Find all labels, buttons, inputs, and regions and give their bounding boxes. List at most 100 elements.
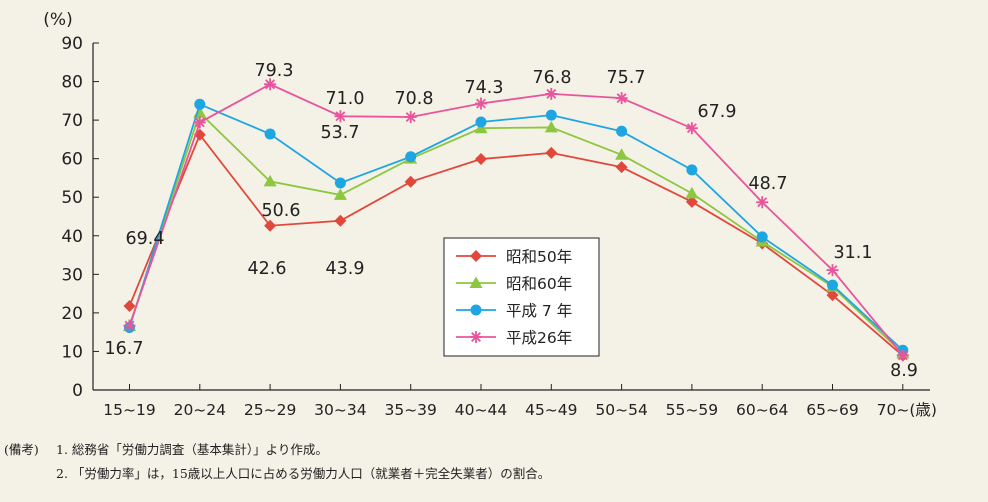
y-tick-label: 70 (61, 111, 83, 131)
legend-entry: 平成 7 年 (456, 302, 572, 320)
data-point (123, 319, 136, 332)
data-point (333, 188, 347, 200)
data-point (826, 289, 839, 302)
legend-label: 平成 7 年 (506, 302, 572, 320)
data-label: 31.1 (834, 243, 873, 263)
data-point (193, 116, 206, 129)
data-point (685, 186, 699, 199)
data-point (194, 98, 206, 110)
data-point (545, 87, 558, 100)
data-point (616, 125, 628, 137)
x-tick-label: 45~49 (525, 401, 577, 419)
y-tick-label: 80 (61, 73, 83, 93)
data-point (469, 276, 483, 288)
data-point (475, 97, 487, 110)
notes: (備考) 1. 総務省「労働力調査（基本集計）」より作成。 2. 「労働力率」は，… (4, 438, 550, 486)
data-label: 8.9 (890, 361, 918, 381)
legend-label: 昭和60年 (506, 275, 572, 293)
data-point (264, 78, 277, 91)
x-tick-label: 25~29 (244, 401, 296, 419)
line-chart: (%) 0 10 20 30 40 50 60 70 80 90 15~19 20~24 25~29 30… (43, 10, 937, 419)
data-point (475, 153, 487, 166)
data-label: 71.0 (326, 89, 365, 109)
x-tick-label: 20~24 (174, 401, 226, 419)
data-label: 42.6 (248, 259, 287, 279)
data-point (544, 120, 558, 133)
data-point (756, 231, 768, 243)
data-point (405, 151, 417, 163)
data-point (470, 331, 482, 343)
legend-label: 昭和50年 (506, 248, 572, 266)
data-point (334, 177, 346, 189)
data-label: 50.6 (262, 201, 301, 221)
data-point (264, 219, 277, 232)
data-label: 79.3 (255, 61, 294, 81)
series-line (128, 83, 904, 356)
x-tick-label: 65~69 (806, 401, 858, 419)
data-point (470, 250, 482, 262)
data-label: 70.8 (395, 89, 434, 109)
data-label: 16.7 (105, 339, 144, 359)
data-point (334, 110, 347, 123)
note-1-text: 1. 総務省「労働力調査（基本集計）」より作成。 (56, 442, 328, 457)
data-point (475, 116, 487, 128)
data-point (615, 161, 628, 174)
y-tick-label: 90 (61, 34, 83, 54)
note-lead: (備考) (4, 442, 39, 457)
data-point (827, 279, 838, 291)
x-tick-label: 50~54 (595, 401, 647, 419)
data-label: 76.8 (533, 68, 572, 88)
data-point (756, 196, 769, 209)
legend-entry: 平成26年 (456, 329, 572, 347)
data-point (334, 214, 347, 227)
data-label: 48.7 (749, 174, 788, 194)
data-point (545, 146, 558, 159)
x-tick-label: 15~19 (103, 401, 155, 419)
y-tick-label: 50 (61, 188, 83, 208)
legend-entry: 昭和50年 (456, 248, 572, 266)
y-tick-label: 10 (61, 342, 83, 362)
data-point (615, 148, 629, 160)
series-line (128, 111, 904, 355)
series-line (128, 103, 904, 351)
data-label: 69.4 (126, 229, 165, 249)
x-tick-label: 70~(歳) (877, 401, 937, 419)
y-tick-label: 60 (61, 150, 83, 170)
x-tick-label: 55~59 (666, 401, 718, 419)
note-2-text: 2. 「労働力率」は，15歳以上人口に占める労働力人口（就業者＋完全失業者）の割… (56, 466, 551, 481)
data-label: 67.9 (698, 102, 737, 122)
legend-entry: 昭和60年 (456, 275, 572, 293)
data-point (686, 164, 698, 176)
y-tick-label: 40 (61, 227, 83, 247)
y-tick-label: 20 (61, 304, 83, 324)
data-point (470, 304, 482, 316)
x-tick-label: 40~44 (455, 401, 507, 419)
note-1: (備考) 1. 総務省「労働力調査（基本集計）」より作成。 (4, 438, 550, 462)
data-point (264, 128, 276, 140)
legend-label: 平成26年 (506, 329, 572, 347)
axes: 0 10 20 30 40 50 60 70 80 90 15~19 20~24 25~29 30~34 3… (61, 34, 937, 419)
data-point (545, 109, 557, 121)
series-lines (123, 78, 910, 362)
data-label: 53.7 (321, 123, 360, 143)
data-point (826, 264, 839, 277)
series-line (128, 132, 904, 357)
y-tick-label: 30 (61, 265, 83, 285)
x-tick-label: 30~34 (314, 401, 366, 419)
data-label: 74.3 (465, 78, 504, 98)
data-point (404, 175, 417, 188)
series-asterisk (123, 78, 909, 362)
data-point (685, 122, 698, 135)
data-point (685, 195, 698, 208)
note-2: 2. 「労働力率」は，15歳以上人口に占める労働力人口（就業者＋完全失業者）の割… (4, 462, 550, 486)
data-point (896, 349, 909, 362)
data-point (404, 111, 417, 124)
data-point (123, 299, 136, 312)
data-point (263, 174, 277, 187)
data-point (615, 92, 628, 105)
data-label: 43.9 (326, 259, 365, 279)
data-label: 75.7 (607, 68, 646, 88)
x-tick-label: 35~39 (384, 401, 436, 419)
